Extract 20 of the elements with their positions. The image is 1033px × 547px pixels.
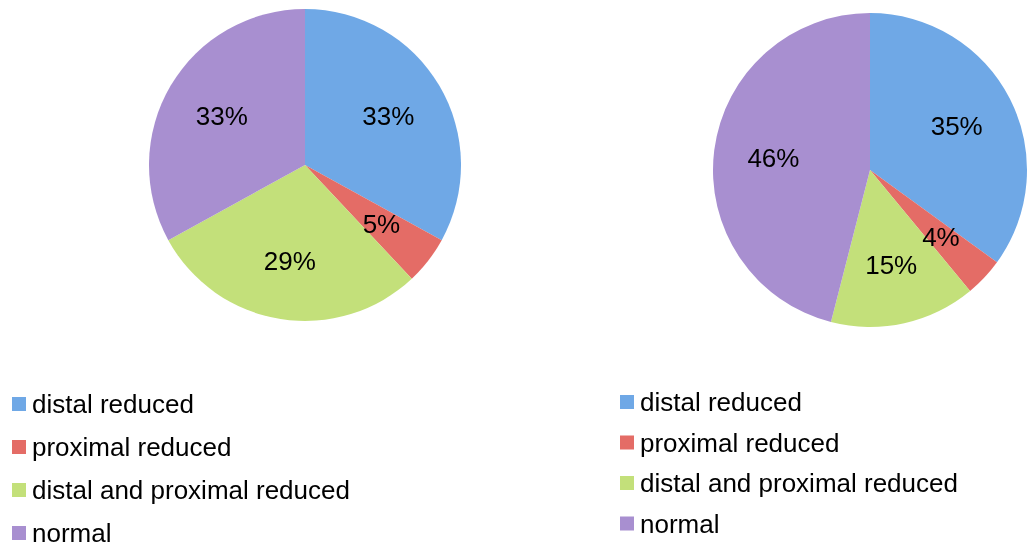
- legend-label: proximal reduced: [32, 432, 232, 462]
- data-label: 15%: [865, 250, 918, 280]
- legend-label: distal and proximal reduced: [32, 475, 350, 505]
- pie-slice: [168, 165, 412, 321]
- legend-label: distal reduced: [32, 389, 194, 419]
- data-label: 35%: [930, 110, 983, 141]
- data-label: 4%: [922, 221, 960, 252]
- pie-slice: [830, 170, 971, 327]
- legend-label: distal reduced: [640, 387, 802, 417]
- pie-slice: [149, 9, 305, 241]
- legend-label: normal: [32, 518, 112, 547]
- data-label: 33%: [195, 100, 248, 131]
- data-label: 46%: [747, 142, 800, 173]
- legend-label: proximal reduced: [640, 427, 840, 458]
- legend-label: normal: [640, 508, 720, 539]
- data-label: 29%: [263, 245, 316, 276]
- data-label: 33%: [362, 100, 415, 131]
- legend-label: distal and proximal reduced: [640, 468, 958, 498]
- pie-slice: [305, 9, 461, 241]
- data-label: 5%: [362, 209, 401, 240]
